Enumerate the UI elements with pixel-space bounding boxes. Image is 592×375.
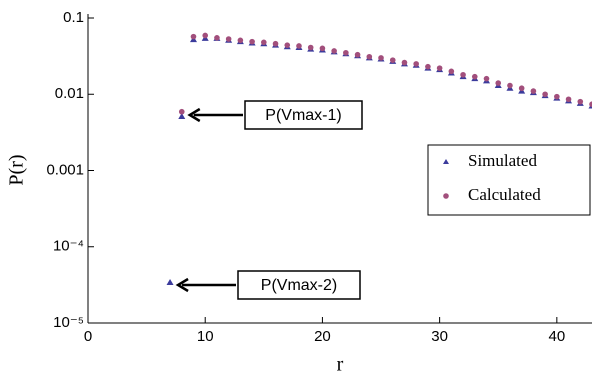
y-tick-label: 10⁻⁴ bbox=[53, 238, 84, 255]
circle-point bbox=[448, 68, 455, 75]
x-tick-label: 30 bbox=[431, 328, 448, 345]
triangle-point bbox=[166, 278, 174, 285]
circle-point bbox=[331, 48, 337, 54]
circle-point bbox=[389, 57, 396, 63]
legend-marker bbox=[443, 159, 449, 164]
annotation-arrowhead bbox=[187, 107, 201, 123]
circle-point bbox=[272, 40, 279, 47]
circle-point bbox=[589, 101, 592, 108]
circle-point bbox=[518, 85, 525, 92]
circle-point bbox=[202, 32, 209, 39]
circle-point bbox=[425, 63, 431, 70]
annotation-box bbox=[237, 270, 361, 300]
circle-point bbox=[178, 108, 185, 115]
annotation-label: P(Vmax-1) bbox=[265, 107, 341, 124]
legend-marker bbox=[443, 193, 449, 199]
legend-label: Simulated bbox=[468, 151, 537, 170]
annotation-box bbox=[244, 100, 363, 130]
y-tick-label: 0.001 bbox=[46, 161, 84, 178]
circle-point bbox=[413, 61, 419, 67]
y-tick-label: 10⁻⁵ bbox=[53, 314, 84, 331]
y-tick-label: 0.01 bbox=[55, 85, 84, 102]
annotation-arrowhead bbox=[175, 277, 189, 293]
circle-point bbox=[237, 37, 244, 44]
circle-point bbox=[401, 59, 408, 66]
circle-point bbox=[284, 42, 291, 48]
legend-label: Calculated bbox=[468, 185, 541, 204]
annotation-label: P(Vmax-2) bbox=[261, 277, 337, 294]
circle-point bbox=[542, 91, 548, 98]
circle-point bbox=[460, 71, 466, 78]
x-tick-label: 10 bbox=[197, 328, 214, 345]
circle-point bbox=[507, 82, 513, 89]
circle-point bbox=[366, 53, 373, 60]
legend-box bbox=[427, 144, 591, 216]
circle-point bbox=[565, 96, 572, 103]
triangle-point bbox=[178, 113, 186, 120]
circle-point bbox=[471, 73, 478, 80]
circle-point bbox=[483, 75, 490, 82]
x-axis-label: r bbox=[337, 354, 344, 375]
circle-point bbox=[261, 39, 267, 46]
circle-point bbox=[307, 44, 314, 51]
circle-point bbox=[225, 36, 232, 42]
y-axis-label: P(r) bbox=[6, 154, 28, 185]
circle-point bbox=[495, 80, 502, 86]
circle-point bbox=[554, 93, 560, 100]
circle-point bbox=[354, 51, 361, 58]
circle-point bbox=[343, 49, 349, 56]
circle-point bbox=[436, 65, 443, 71]
circle-point bbox=[378, 55, 384, 61]
circle-point bbox=[190, 33, 197, 40]
x-tick-label: 20 bbox=[314, 328, 331, 345]
x-tick-label: 40 bbox=[548, 328, 565, 345]
y-tick-label: 0.1 bbox=[63, 9, 84, 26]
x-tick-label: 0 bbox=[84, 328, 92, 345]
circle-point bbox=[249, 38, 255, 45]
circle-point bbox=[577, 98, 584, 105]
circle-point bbox=[319, 45, 326, 52]
circle-point bbox=[530, 88, 537, 94]
circle-point bbox=[296, 43, 302, 49]
circle-point bbox=[214, 34, 220, 41]
